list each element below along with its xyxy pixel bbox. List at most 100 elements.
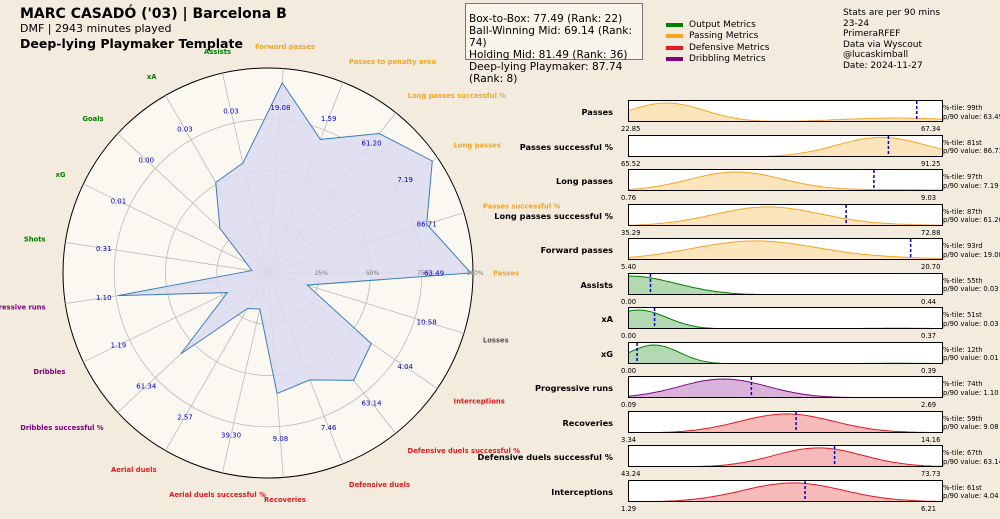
distribution-max: 0.39 [921,366,937,375]
radar-axis-label: Assists [204,48,231,56]
distribution-label: Forward passes [540,245,613,255]
distribution-max: 91.25 [921,159,941,168]
distribution-svg [629,204,942,225]
radar-value-label: 61.20 [362,140,382,148]
distribution-plot [628,376,943,398]
radar-value-label: 0.01 [111,197,127,205]
distribution-label: xG [600,348,613,359]
distribution-plot [628,307,943,329]
distribution-min: 65.52 [621,159,641,168]
distribution-line [699,447,942,466]
distribution-label: Defensive duels successful % [477,452,613,462]
percentile-text: %-tile: 81st [943,138,982,147]
distribution-svg [629,308,942,328]
distribution-stats: %-tile: 12th p/90 value: 0.01 [943,346,999,363]
radar-axis-label: Aerial duels successful % [169,491,266,499]
distribution-min: 0.00 [621,366,637,375]
p90-value-text: p/90 value: 61.20 [943,216,1000,224]
distribution-max: 20.70 [921,263,941,271]
distribution-stats: %-tile: 67th p/90 value: 63.14 [943,449,1000,466]
radar-ring-label: 25% [315,270,329,277]
distribution-svg [629,239,942,259]
p90-value-text: p/90 value: 9.08 [943,423,999,431]
distribution-line [629,102,942,121]
distribution-row: Long passes 0.76 9.03 %-tile: 97th p/90 valu… [500,169,1000,203]
distribution-stats: %-tile: 61st p/90 value: 4.04 [943,484,999,501]
p90-value-text: p/90 value: 0.03 [943,285,999,293]
radar-spoke [65,242,269,274]
legend-swatch [666,57,683,62]
distribution-plot [628,445,943,467]
p90-value-text: p/90 value: 4.04 [943,492,999,500]
distribution-stats: %-tile: 97th p/90 value: 7.19 [943,173,999,190]
distribution-area [629,379,834,397]
radar-value-label: 4.04 [397,363,413,371]
score-line: Box-to-Box: 77.49 (Rank: 22) [469,13,623,25]
distribution-min: 3.34 [621,435,637,444]
distribution-row: Forward passes 5.40 20.70 %-tile: 93rd p/90 … [500,238,1000,272]
radar-axis-label: Interceptions [454,397,505,405]
radar-axis-label: Forward passes [255,43,315,51]
distribution-area [711,447,931,466]
radar-value-label: 1.10 [96,294,112,302]
distribution-min: 0.00 [621,297,637,306]
legend-item: Dribbling Metrics [666,54,769,66]
radar-axis-label: Dribbles [33,368,65,376]
distribution-area [670,482,923,501]
radar-axis-label: Defensive duels successful % [408,447,521,455]
distribution-plot [628,479,943,502]
meta-line: 23-24 [843,18,870,29]
distribution-min: 0.09 [621,401,637,409]
radar-value-label: 63.49 [424,270,444,278]
distribution-label: Long passes successful % [494,210,613,221]
distribution-label: Passes successful % [519,141,613,152]
distribution-label: xA [601,314,613,324]
radar-axis-label: xG [56,171,66,179]
distribution-line [629,378,858,397]
distribution-row: xA 0.00 0.37 %-tile: 51st p/90 value: 0.03 [500,307,1000,341]
radar-axis-label: Losses [483,336,509,344]
radar-spoke [83,183,269,274]
distribution-max: 73.73 [921,470,941,478]
distribution-stats: %-tile: 93rd p/90 value: 19.08 [943,242,1000,259]
player-subtitle: DMF | 2943 minutes played [20,22,172,35]
distribution-svg [660,411,929,432]
radar-axis-label: Long passes [454,142,501,150]
legend-item: Defensive Metrics [666,42,769,54]
radar-value-label: 19.08 [270,104,290,112]
meta-line: Data via Wyscout [843,39,922,50]
distribution-svg [629,170,942,190]
radar-ring-label: 50% [366,270,380,277]
radar-value-label: 39.30 [221,431,241,439]
radar-polygon [117,81,473,395]
distribution-plot [628,238,943,260]
radar-value-label: 0.31 [96,245,112,253]
distribution-label: Passes [581,107,613,117]
radar-ring-label: 75% [417,270,431,277]
distribution-svg [629,342,942,363]
radar-ring-label: 100% [466,270,483,277]
legend-label: Passing Metrics [689,31,759,42]
p90-value-text: p/90 value: 86.71 [943,147,1000,155]
distribution-min: 22.85 [621,125,641,133]
distribution-row: Defensive duels successful % 43.24 73.73 %-… [478,445,1000,479]
radar-value-label: 63.14 [362,399,383,407]
distribution-max: 67.34 [921,125,941,133]
p90-value-text: p/90 value: 0.03 [943,319,999,328]
distribution-plot [628,100,943,122]
radar-axis-label: Long passes successful % [408,92,507,100]
meta-line: Date: 2024-11-27 [843,60,923,71]
distribution-line [629,240,942,259]
radar-value-label: 1.19 [111,342,127,350]
distribution-row: Passes 22.85 67.34 %-tile: 99th p/90 value: … [500,100,1000,134]
p90-value-text: p/90 value: 7.19 [943,181,999,190]
distribution-max: 0.37 [921,332,937,340]
distribution-svg [699,446,942,466]
distribution-plot [628,169,943,191]
distribution-min: 43.24 [621,470,641,478]
distribution-min: 35.29 [621,228,641,237]
distribution-line [629,205,942,225]
meta-line: @lucaskimball [843,50,909,60]
distribution-label: Assists [580,279,613,290]
